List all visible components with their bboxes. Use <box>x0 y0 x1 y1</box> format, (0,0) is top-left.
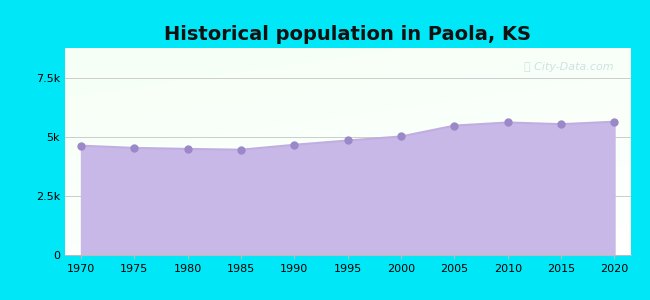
Point <box>449 123 460 128</box>
Title: Historical population in Paola, KS: Historical population in Paola, KS <box>164 25 531 44</box>
Text: ⓘ City-Data.com: ⓘ City-Data.com <box>524 62 614 73</box>
Point <box>609 119 619 124</box>
Point <box>76 143 86 148</box>
Point <box>396 134 406 139</box>
Point <box>183 146 193 151</box>
Point <box>556 122 566 127</box>
Point <box>289 142 300 147</box>
Point <box>502 120 513 125</box>
Point <box>343 138 353 143</box>
Point <box>236 147 246 152</box>
Point <box>129 146 140 150</box>
